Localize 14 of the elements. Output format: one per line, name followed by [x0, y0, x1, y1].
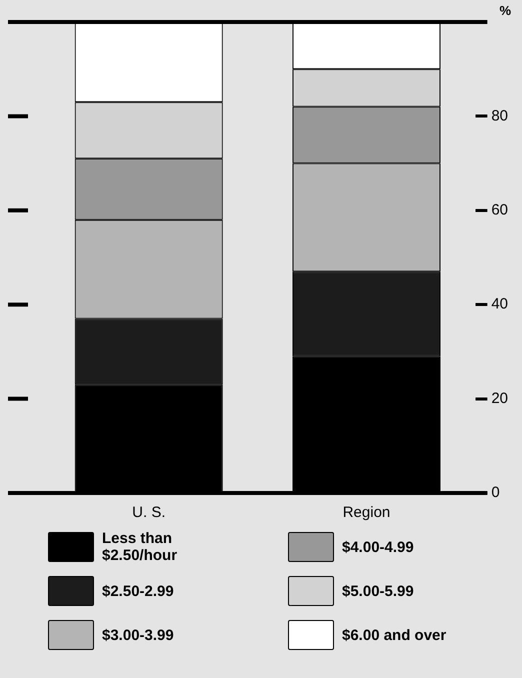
y-tick-label: 0	[491, 484, 500, 502]
x-tick-label: Region	[342, 504, 390, 522]
legend-label: $2.50-2.99	[102, 582, 174, 600]
x-tick-label: U. S.	[132, 504, 166, 522]
y-tick-label: 40	[491, 296, 508, 313]
y-tick-label: 20	[491, 390, 508, 407]
legend-label: $5.00-5.99	[342, 582, 414, 600]
legend-label: Less than $2.50/hour	[102, 530, 178, 564]
y-axis-title: %	[500, 3, 512, 18]
legend-label: $3.00-3.99	[102, 626, 174, 644]
legend-label: $6.00 and over	[342, 626, 446, 644]
legend-label: $4.00-4.99	[342, 538, 414, 556]
y-tick-label: 60	[491, 202, 508, 219]
y-tick-label: 80	[491, 107, 508, 124]
